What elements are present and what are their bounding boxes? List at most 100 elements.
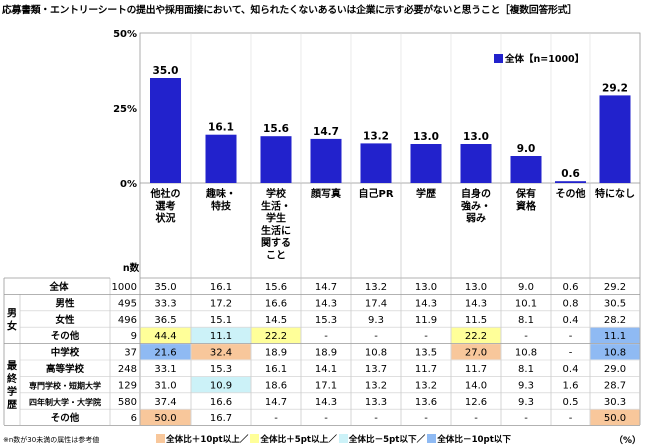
group-label: 男女 (7, 308, 17, 333)
bar-value-label: 29.2 (602, 82, 628, 94)
bar-value-label: 13.0 (463, 131, 489, 143)
highlight-cell (590, 344, 640, 360)
table-cell: 30.5 (604, 298, 626, 309)
table-cell: 15.3 (315, 315, 337, 326)
highlight-legend-label: 全体比＋10pt以上／ (166, 435, 249, 445)
table-cell: 11.1 (210, 331, 232, 342)
y-tick-label: 50% (113, 29, 137, 40)
table-cell: - (374, 331, 378, 342)
x-tick-label: 特になし (595, 187, 635, 200)
table-cell: 35.0 (154, 282, 176, 293)
y-tick-label: 0% (120, 179, 137, 190)
table-cell: 16.7 (210, 413, 232, 424)
table-cell: 9.3 (518, 397, 534, 408)
row-label: 専門学校・短期大学 (29, 380, 101, 390)
table-cell: 11.7 (465, 364, 487, 375)
footnote: ※n数が30未満の属性は参考値 (3, 436, 100, 444)
table-cell: 21.6 (154, 348, 176, 359)
highlight-cell (140, 344, 191, 360)
table-cell: 14.3 (465, 298, 487, 309)
table-cell: 17.1 (315, 380, 337, 391)
table-cell: 14.5 (265, 315, 287, 326)
table-cell: 11.1 (604, 331, 626, 342)
row-n: 496 (118, 315, 137, 326)
row-n: 580 (118, 397, 137, 408)
row-label: 全体 (48, 281, 69, 293)
row-label: 男性 (55, 297, 75, 309)
highlight-legend-swatch (156, 434, 165, 443)
bar-value-label: 16.1 (208, 122, 234, 134)
table-cell: 9.0 (518, 282, 534, 293)
table-cell: - (569, 348, 573, 359)
bar (260, 136, 292, 183)
highlight-legend-label: 全体比－10pt以下 (437, 435, 511, 445)
page-title: 応募書類・エントリーシートの提出や採用面接において、知られたくないあるいは企業に… (2, 5, 577, 16)
table-cell: 13.2 (415, 380, 437, 391)
x-tick-label: 顔写真 (310, 187, 341, 200)
table-cell: - (374, 413, 378, 424)
table-cell: 15.3 (210, 364, 232, 375)
table-cell: 0.4 (563, 364, 579, 375)
x-tick-label: 他社の選考状況 (150, 187, 181, 225)
row-n: 37 (124, 348, 137, 359)
x-tick-label: 自身の強み・弱み (461, 187, 491, 225)
table-cell: 15.1 (210, 315, 232, 326)
table-cell: - (324, 331, 328, 342)
table-cell: 13.0 (465, 282, 487, 293)
x-tick-label: その他 (556, 187, 586, 200)
table-cell: - (474, 413, 478, 424)
row-label: その他 (51, 412, 80, 424)
table-cell: 14.1 (315, 364, 337, 375)
table-cell: 11.5 (465, 315, 487, 326)
table-cell: - (524, 413, 528, 424)
row-label: 中学校 (51, 347, 80, 359)
table-cell: 10.8 (365, 348, 387, 359)
table-cell: 14.3 (315, 298, 337, 309)
table-cell: 14.3 (315, 397, 337, 408)
bar-value-label: 9.0 (517, 143, 536, 155)
table-cell: 9.3 (368, 315, 384, 326)
table-cell: 0.5 (563, 397, 579, 408)
row-n: 495 (118, 298, 137, 309)
highlight-legend: 全体比＋10pt以上／ 全体比＋5pt以上／ 全体比－5pt以下／ 全体比－10pt以… (156, 433, 513, 445)
table-cell: 16.6 (210, 397, 232, 408)
table-cell: 32.4 (210, 348, 232, 359)
table-cell: 13.3 (365, 397, 387, 408)
row-label: その他 (51, 330, 80, 342)
highlight-legend-item: 全体比－5pt以下／ (338, 434, 426, 445)
table-cell: 17.4 (365, 298, 387, 309)
highlight-cell (251, 327, 301, 344)
table-cell: - (274, 413, 278, 424)
bar-value-label: 15.6 (263, 123, 289, 135)
highlight-legend-item: 全体比＋5pt以上／ (250, 434, 337, 445)
highlight-cell (590, 409, 640, 426)
highlight-legend-label: 全体比－5pt以下／ (348, 435, 426, 445)
table-cell: 10.1 (515, 298, 537, 309)
highlight-cell (590, 327, 640, 344)
row-label: 四年制大学・大学院 (29, 397, 101, 407)
table-cell: - (569, 331, 573, 342)
table-cell: 13.0 (415, 282, 437, 293)
bar (310, 138, 342, 183)
table-cell: 13.6 (415, 397, 437, 408)
highlight-legend-item: 全体比－10pt以下 (427, 434, 511, 445)
highlight-cell (451, 344, 501, 360)
table-cell: 29.2 (604, 282, 626, 293)
legend-label: 全体【n=1000】 (504, 53, 584, 65)
table-cell: 0.8 (563, 298, 579, 309)
table-cell: 10.8 (604, 348, 626, 359)
table-cell: 13.2 (365, 282, 387, 293)
bar (410, 144, 442, 183)
x-tick-label: 学校生活・学生生活に関すること (261, 187, 291, 262)
highlight-legend-swatch (427, 434, 437, 443)
bar-value-label: 0.6 (561, 168, 580, 180)
highlight-legend-swatch (250, 434, 260, 443)
x-tick-label: 趣味・特技 (205, 187, 236, 212)
table-cell: 22.2 (265, 331, 287, 342)
table-cell: 50.0 (604, 413, 626, 424)
bar (150, 78, 181, 183)
table-cell: - (424, 413, 428, 424)
row-n: 129 (118, 380, 137, 391)
highlight-legend-label: 全体比＋5pt以上／ (260, 435, 337, 445)
x-tick-label: 保有資格 (515, 187, 537, 212)
